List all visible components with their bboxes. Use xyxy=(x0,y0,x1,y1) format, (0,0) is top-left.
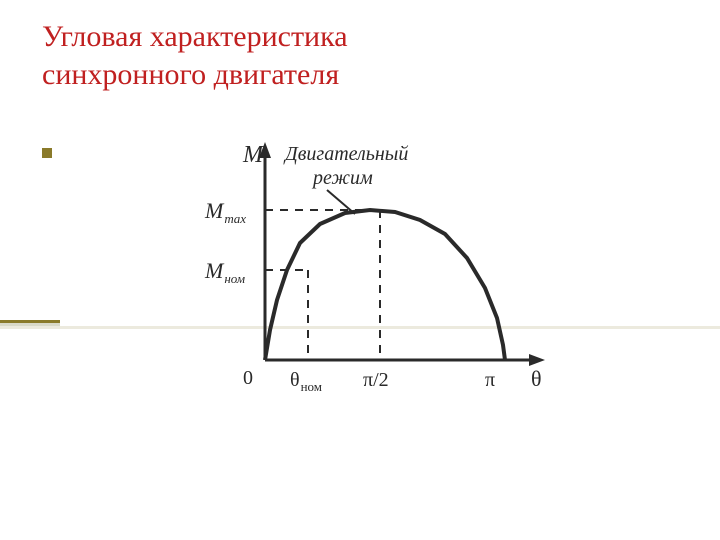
ylabel-mmax: Mmax xyxy=(204,198,246,226)
annotation-line-1: Двигательный xyxy=(283,143,408,165)
slide-title: Угловая характеристика синхронного двига… xyxy=(42,18,348,93)
y-axis-label: M xyxy=(242,142,265,168)
annotation-line-2: режим xyxy=(311,167,373,189)
x-axis-label: θ xyxy=(531,366,542,391)
xlabel-pi: π xyxy=(485,369,495,391)
chart-svg: M Двигательный режим Mmax Mном 0 θном π/… xyxy=(155,130,559,430)
xlabel-theta-nom: θном xyxy=(290,369,322,394)
torque-curve xyxy=(265,210,505,360)
x-axis-arrow xyxy=(529,354,545,366)
title-line-1: Угловая характеристика xyxy=(42,20,348,53)
bullet-square xyxy=(42,148,52,158)
title-line-2: синхронного двигателя xyxy=(42,58,339,91)
slide: Угловая характеристика синхронного двига… xyxy=(0,0,720,540)
origin-label: 0 xyxy=(243,367,253,389)
xlabel-pi-half: π/2 xyxy=(363,369,389,391)
ylabel-mnom: Mном xyxy=(204,258,245,286)
angle-characteristic-chart: M Двигательный режим Mmax Mном 0 θном π/… xyxy=(155,130,559,430)
